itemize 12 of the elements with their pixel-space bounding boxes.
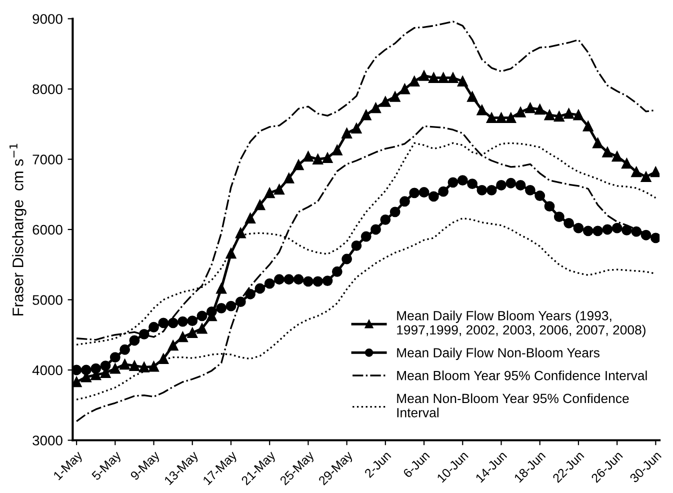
legend-label: Mean Daily Flow Bloom Years (1993, 1997,1999, 2002, 2003, 2006, 2007, 2008)	[397, 310, 646, 338]
legend-label: Mean Daily Flow Non-Bloom Years	[397, 348, 600, 360]
y-tick-label: 5000	[32, 295, 62, 305]
y-tick-label: 9000	[32, 14, 62, 24]
y-tick-label: 6000	[32, 224, 62, 235]
y-tick-label: 8000	[32, 84, 62, 94]
legend-label: Mean Bloom Year 95% Confidence Interval	[397, 370, 647, 380]
y-tick-label: 4000	[32, 365, 62, 376]
legend-label: Mean Non-Bloom Year 95% Confidence Interval	[397, 393, 629, 418]
y-axis-title: Fraser Discharge cm s$^{−1}$	[10, 144, 26, 316]
y-tick-label: 3000	[32, 436, 62, 446]
y-tick-label: 7000	[32, 154, 62, 164]
